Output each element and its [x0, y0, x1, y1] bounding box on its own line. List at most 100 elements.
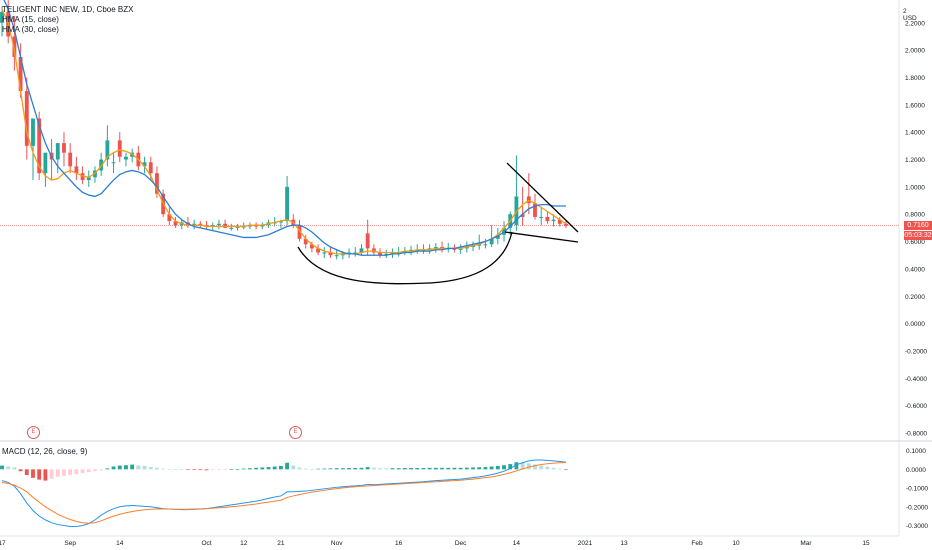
candle-body	[173, 221, 178, 226]
time-tick-label: 14	[116, 540, 124, 547]
pennant-lower-line[interactable]	[504, 231, 579, 243]
macd-hist-bar	[421, 468, 426, 470]
macd-hist-bar	[353, 468, 358, 470]
macd-hist-bar	[359, 467, 364, 470]
macd-hist-bar	[43, 469, 48, 481]
candle-body	[427, 248, 432, 250]
macd-hist-bar	[204, 469, 209, 471]
candle-body	[18, 56, 23, 92]
countdown-label: 05:03:32	[904, 230, 932, 240]
candle-body	[353, 252, 358, 254]
macd-hist-bar	[192, 469, 197, 470]
candle-body	[31, 118, 35, 146]
time-axis[interactable]: 17 Sep 14 Oct 12 21 Nov 16 Dec 14 2021 13 Feb 10 Mar 15	[0, 540, 870, 547]
macd-hist-bar	[477, 467, 482, 470]
macd-hist-bar	[309, 468, 314, 470]
macd-hist-bar	[167, 468, 172, 470]
macd-hist-bar	[347, 468, 351, 470]
candle-body	[464, 247, 469, 249]
candle-body	[477, 244, 482, 246]
earnings-marker-1[interactable]: E	[27, 426, 40, 439]
time-tick-label: 21	[277, 540, 285, 547]
candle-body	[204, 225, 209, 227]
macd-line	[1, 459, 567, 527]
macd-hist-bar	[24, 469, 29, 475]
time-tick-label: 10	[732, 540, 740, 547]
time-tick-label: 12	[240, 540, 248, 547]
macd-legend[interactable]: MACD (12, 26, close, 9)	[2, 447, 87, 457]
candle-body	[105, 140, 110, 160]
last-price-label: 0.7160	[904, 221, 932, 231]
macd-hist-bar	[49, 469, 54, 479]
macd-hist-bar	[148, 467, 153, 470]
macd-hist-bar	[12, 467, 17, 470]
candle-body	[440, 247, 444, 249]
candle-body	[192, 223, 197, 226]
macd-hist-bar	[278, 465, 283, 470]
macd-hist-bar	[74, 469, 79, 475]
time-tick-label: 2021	[578, 540, 593, 547]
macd-hist-bar	[340, 468, 345, 470]
macd-hist-bar	[316, 468, 321, 470]
candle-body	[86, 177, 91, 181]
price-tick-label: 1.2000	[905, 157, 925, 164]
hma15-legend[interactable]: HMA (15, close)	[2, 15, 59, 24]
candle-body	[303, 238, 308, 245]
candle-body	[229, 227, 234, 229]
candle-body	[378, 252, 382, 256]
pennant-upper-line[interactable]	[506, 162, 579, 233]
macd-hist-bar	[365, 467, 370, 470]
macd-hist-bar	[37, 469, 42, 480]
price-legend: TELIGENT INC NEW, 1D, Cboe BZX HMA (15, …	[2, 5, 133, 35]
macd-hist-bar	[186, 469, 190, 470]
macd-hist-bar	[533, 464, 537, 470]
time-tick-label: Dec	[455, 540, 467, 547]
time-tick-label: Sep	[64, 540, 76, 547]
price-axis[interactable]: 2.2000 2.0000 1.8000 1.6000 1.4000 1.2000 1.00…	[905, 20, 927, 437]
candle-body	[117, 140, 122, 157]
candle-body	[247, 225, 252, 227]
macd-tick-label: 0.0000	[906, 467, 926, 474]
candle-body	[43, 152, 48, 174]
time-tick-label: 17	[0, 540, 6, 547]
price-tick-label: -0.4000	[905, 376, 927, 383]
macd-axis[interactable]: 0.1000 0.0000 -0.1000 -0.2000 -0.3000	[906, 448, 928, 530]
candle-body	[340, 253, 345, 256]
hma30-legend[interactable]: HMA (30, close)	[2, 25, 59, 34]
macd-hist-bar	[446, 467, 451, 470]
candle-body	[365, 233, 370, 249]
candle-body	[458, 248, 463, 250]
time-tick-label: 15	[862, 540, 870, 547]
candle-body	[309, 244, 314, 249]
macd-hist-bar	[68, 469, 73, 475]
macd-hist-bar	[93, 469, 97, 472]
price-tick-label: -0.6000	[905, 403, 927, 410]
candle-body	[285, 186, 290, 222]
macd-hist-bar	[55, 469, 60, 477]
candle-body	[99, 159, 104, 171]
candle-body	[402, 251, 407, 253]
price-tick-label: 0.6000	[905, 239, 925, 246]
candle-body	[278, 221, 283, 223]
time-tick-label: 13	[620, 540, 628, 547]
macd-hist-bar	[520, 462, 525, 470]
macd-hist-bar	[260, 467, 265, 470]
macd-hist-bar	[440, 467, 444, 470]
macd-hist-bar	[409, 468, 413, 470]
macd-tick-label: -0.1000	[906, 486, 928, 493]
earnings-marker-2[interactable]: E	[289, 426, 302, 439]
macd-hist-bar	[241, 468, 246, 470]
cup-drawing[interactable]	[297, 231, 513, 285]
macd-hist-bar	[136, 465, 141, 470]
macd-hist-bar	[130, 464, 135, 470]
macd-hist-bar	[508, 464, 513, 470]
macd-title[interactable]: MACD (12, 26, close, 9)	[2, 447, 88, 456]
price-tick-label: 0.4000	[905, 266, 925, 273]
candle-body	[260, 225, 265, 227]
macd-hist-bar	[551, 467, 556, 470]
macd-hist-bar	[272, 466, 277, 470]
price-tick-label: -0.2000	[905, 348, 927, 355]
macd-hist-bar	[390, 468, 395, 470]
candle-body	[148, 162, 153, 174]
